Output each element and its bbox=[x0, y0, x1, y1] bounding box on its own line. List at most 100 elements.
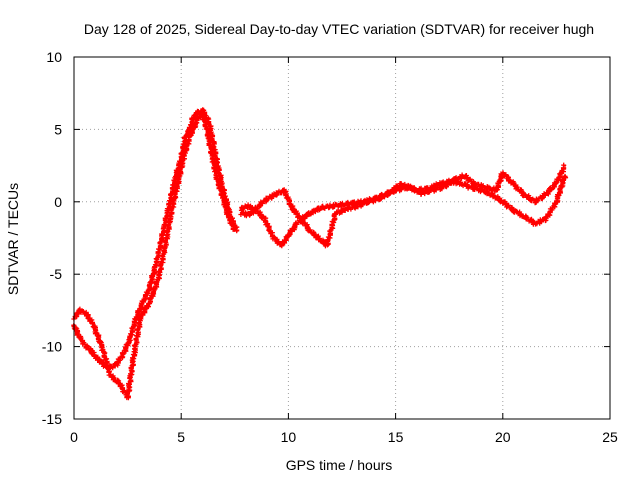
data-point bbox=[257, 204, 260, 208]
data-point bbox=[147, 287, 151, 290]
data-point bbox=[334, 212, 337, 215]
data-point bbox=[308, 229, 312, 232]
data-point bbox=[512, 209, 515, 212]
plot-frame bbox=[73, 56, 611, 420]
data-point bbox=[544, 193, 547, 196]
data-point bbox=[173, 178, 176, 182]
y-tick-label: -10 bbox=[42, 339, 62, 355]
data-point bbox=[452, 178, 455, 182]
x-tick-label: 20 bbox=[495, 429, 511, 445]
data-point bbox=[317, 236, 320, 240]
data-point bbox=[345, 207, 348, 211]
data-point bbox=[555, 200, 558, 203]
data-point bbox=[263, 217, 267, 221]
data-point bbox=[469, 186, 472, 189]
data-point bbox=[512, 183, 515, 186]
data-point bbox=[156, 280, 159, 283]
y-tick-label: -5 bbox=[50, 266, 63, 282]
data-point bbox=[501, 200, 504, 203]
data-point bbox=[188, 135, 191, 138]
data-point bbox=[555, 181, 558, 185]
data-point bbox=[240, 207, 243, 211]
y-tick-label: 5 bbox=[54, 121, 62, 137]
data-point bbox=[312, 209, 316, 212]
data-point bbox=[295, 222, 299, 225]
data-point bbox=[92, 323, 95, 327]
data-point bbox=[325, 244, 329, 247]
data-point bbox=[115, 362, 119, 366]
data-point bbox=[225, 200, 228, 203]
data-point bbox=[235, 229, 239, 232]
data-point bbox=[300, 217, 303, 221]
data-point bbox=[340, 203, 344, 206]
data-point bbox=[330, 204, 333, 208]
y-tick-label: -15 bbox=[42, 411, 62, 427]
data-point bbox=[248, 213, 252, 217]
data-point bbox=[287, 233, 290, 237]
data-point bbox=[409, 186, 412, 189]
data-point bbox=[387, 191, 391, 195]
data-point bbox=[272, 236, 275, 240]
data-point bbox=[175, 186, 179, 189]
data-point bbox=[240, 212, 243, 215]
data-point bbox=[563, 174, 567, 177]
data-point bbox=[544, 217, 547, 221]
x-tick-label: 5 bbox=[177, 429, 185, 445]
data-point bbox=[122, 352, 125, 356]
y-tick-label: 0 bbox=[54, 194, 62, 210]
data-point bbox=[79, 338, 82, 341]
data-point bbox=[98, 359, 101, 363]
data-point bbox=[139, 316, 142, 319]
data-point bbox=[79, 309, 82, 312]
data-point bbox=[85, 313, 89, 316]
data-point bbox=[220, 183, 224, 186]
data-point bbox=[523, 193, 526, 196]
data-point bbox=[280, 244, 284, 247]
data-point bbox=[169, 215, 172, 218]
data-point bbox=[109, 374, 112, 377]
x-tick-label: 0 bbox=[70, 429, 78, 445]
data-point bbox=[246, 204, 249, 208]
data-point bbox=[430, 189, 434, 192]
data-point bbox=[495, 189, 498, 192]
data-point bbox=[463, 174, 466, 177]
x-tick-label: 25 bbox=[602, 429, 618, 445]
data-point bbox=[229, 215, 232, 218]
data-point bbox=[195, 120, 198, 124]
x-tick-label: 15 bbox=[388, 429, 404, 445]
data-point bbox=[216, 164, 219, 167]
data-point bbox=[490, 193, 494, 196]
data-point bbox=[355, 204, 359, 208]
x-tick-label: 10 bbox=[281, 429, 297, 445]
data-point bbox=[141, 301, 144, 305]
data-point bbox=[265, 197, 269, 201]
data-point bbox=[126, 396, 129, 399]
data-point bbox=[222, 200, 226, 203]
data-point bbox=[182, 157, 185, 160]
data-point bbox=[100, 345, 104, 348]
data-point bbox=[212, 142, 215, 146]
data-point bbox=[147, 301, 151, 305]
data-point bbox=[437, 183, 440, 186]
data-point bbox=[207, 120, 211, 124]
data-point bbox=[458, 181, 462, 185]
data-point bbox=[282, 189, 286, 192]
data-point bbox=[154, 265, 157, 269]
data-point bbox=[533, 200, 537, 203]
data-point bbox=[192, 113, 196, 117]
x-axis-label: GPS time / hours bbox=[286, 457, 393, 473]
data-point bbox=[304, 215, 307, 218]
data-point bbox=[117, 381, 121, 384]
data-layer bbox=[71, 107, 569, 401]
data-point bbox=[377, 197, 380, 201]
data-point bbox=[85, 345, 89, 348]
data-point bbox=[420, 191, 423, 195]
y-tick-label: 10 bbox=[46, 49, 62, 65]
data-point bbox=[162, 251, 166, 254]
data-point bbox=[398, 183, 402, 186]
data-point bbox=[160, 236, 164, 240]
chart-title: Day 128 of 2025, Sidereal Day-to-day VTE… bbox=[84, 21, 594, 37]
data-point bbox=[563, 164, 567, 167]
data-point bbox=[533, 222, 537, 225]
